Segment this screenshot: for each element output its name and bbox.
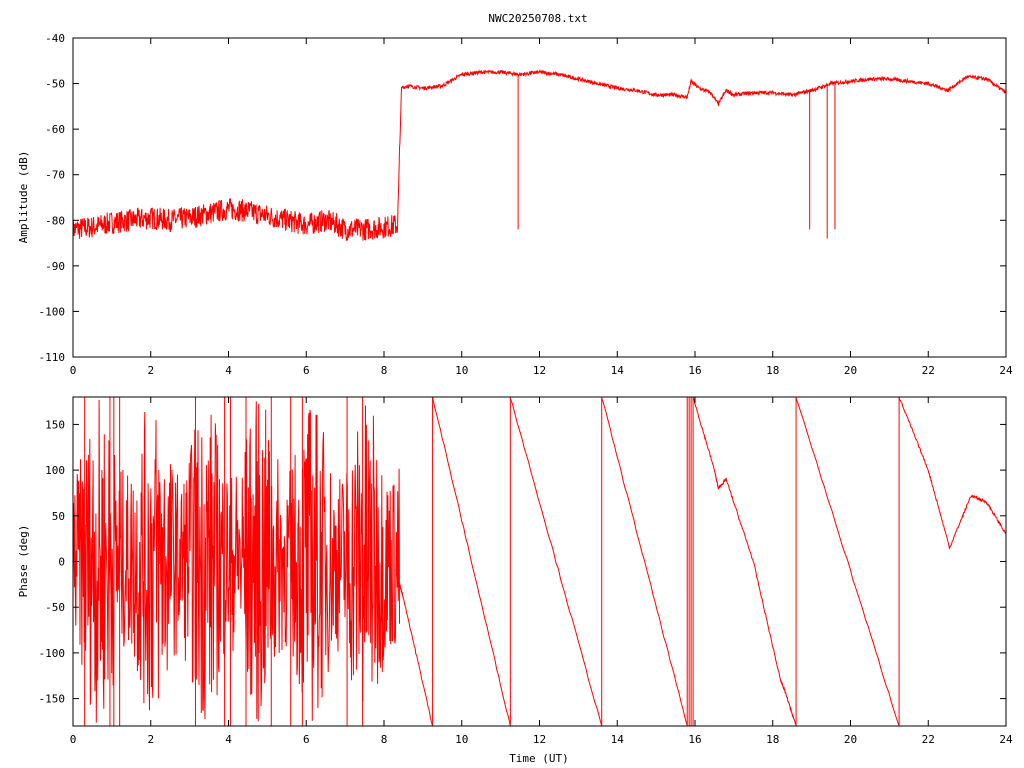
amplitude-x-tick-label: 16 bbox=[688, 364, 701, 377]
phase-series bbox=[601, 397, 688, 727]
phase-y-tick-label: 150 bbox=[45, 418, 65, 431]
amplitude-x-tick-label: 20 bbox=[844, 364, 857, 377]
amplitude-x-tick-label: 4 bbox=[225, 364, 232, 377]
phase-series bbox=[395, 569, 434, 727]
amplitude-series bbox=[72, 69, 1007, 242]
amplitude-y-axis-label: Amplitude (dB) bbox=[17, 151, 30, 244]
phase-y-tick-label: 50 bbox=[52, 510, 65, 523]
phase-y-axis-label: Phase (deg) bbox=[17, 525, 30, 598]
phase-y-tick-label: 100 bbox=[45, 464, 65, 477]
phase-panel: 0 2 4 6 8 10 12 14 16 18 20 22 24150100500-50-100-15… bbox=[17, 396, 1013, 765]
amplitude-y-tick-label: -70 bbox=[45, 169, 65, 182]
phase-x-tick-label: 24 bbox=[999, 733, 1013, 746]
amplitude-y-tick-label: -40 bbox=[45, 32, 65, 45]
amplitude-y-tick-label: -110 bbox=[39, 351, 66, 364]
phase-y-tick-label: -150 bbox=[39, 693, 66, 706]
time-x-axis-label: Time (UT) bbox=[509, 752, 569, 765]
amplitude-y-tick-label: -100 bbox=[39, 305, 66, 318]
amplitude-x-tick-label: 2 bbox=[147, 364, 154, 377]
amplitude-y-tick-label: -80 bbox=[45, 214, 65, 227]
phase-series bbox=[795, 398, 900, 727]
phase-y-tick-label: -50 bbox=[45, 601, 65, 614]
amplitude-plot-frame bbox=[72, 37, 1007, 358]
phase-x-tick-label: 6 bbox=[303, 733, 310, 746]
phase-x-tick-label: 14 bbox=[611, 733, 625, 746]
phase-x-tick-label: 18 bbox=[766, 733, 779, 746]
phase-series bbox=[898, 397, 1007, 550]
phase-series bbox=[692, 397, 797, 727]
phase-x-tick-label: 22 bbox=[922, 733, 935, 746]
phase-x-tick-label: 20 bbox=[844, 733, 857, 746]
phase-noise-series bbox=[72, 399, 400, 723]
amplitude-x-tick-label: 14 bbox=[611, 364, 625, 377]
amplitude-x-tick-label: 6 bbox=[303, 364, 310, 377]
amplitude-x-tick-label: 18 bbox=[766, 364, 779, 377]
amplitude-y-tick-label: -90 bbox=[45, 260, 65, 273]
amplitude-x-tick-label: 10 bbox=[455, 364, 468, 377]
amplitude-y-tick-label: -60 bbox=[45, 123, 65, 136]
phase-x-tick-label: 0 bbox=[70, 733, 77, 746]
phase-x-tick-label: 4 bbox=[225, 733, 232, 746]
phase-y-tick-label: 0 bbox=[58, 556, 65, 569]
phase-x-tick-label: 10 bbox=[455, 733, 468, 746]
phase-series bbox=[509, 398, 603, 727]
amplitude-y-tick-label: -50 bbox=[45, 78, 65, 91]
phase-y-tick-label: -100 bbox=[39, 647, 66, 660]
amplitude-x-tick-label: 24 bbox=[999, 364, 1013, 377]
amplitude-x-tick-label: 22 bbox=[922, 364, 935, 377]
phase-x-tick-label: 8 bbox=[381, 733, 388, 746]
phase-x-tick-label: 12 bbox=[533, 733, 546, 746]
amplitude-x-tick-label: 0 bbox=[70, 364, 77, 377]
phase-series bbox=[432, 396, 511, 727]
phase-x-tick-label: 16 bbox=[688, 733, 701, 746]
phase-x-tick-label: 2 bbox=[147, 733, 154, 746]
amplitude-x-tick-label: 8 bbox=[381, 364, 388, 377]
amplitude-x-tick-label: 12 bbox=[533, 364, 546, 377]
chart-title: NWC20250708.txt bbox=[488, 12, 587, 25]
amplitude-panel: 0 2 4 6 8 10 12 14 16 18 20 22 24-40-50-60-70-80-90-… bbox=[17, 32, 1013, 377]
